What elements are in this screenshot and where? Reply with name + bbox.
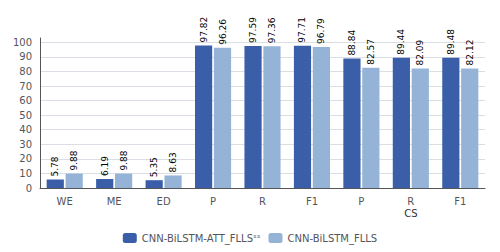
svg-text:82.57: 82.57: [366, 39, 376, 65]
svg-text:80: 80: [19, 66, 32, 77]
svg-text:60: 60: [19, 95, 32, 106]
svg-text:CS: CS: [404, 208, 417, 219]
svg-text:30: 30: [19, 139, 32, 150]
svg-text:82.12: 82.12: [465, 40, 475, 66]
svg-text:82.09: 82.09: [415, 39, 425, 65]
svg-text:40: 40: [19, 124, 32, 135]
svg-text:0: 0: [26, 183, 32, 194]
svg-text:WE: WE: [57, 196, 73, 207]
svg-text:P: P: [210, 196, 216, 207]
svg-text:89.44: 89.44: [396, 29, 406, 55]
svg-text:P: P: [358, 196, 364, 207]
svg-text:10: 10: [19, 168, 32, 179]
svg-text:96.79: 96.79: [316, 18, 326, 44]
svg-text:ME: ME: [107, 196, 122, 207]
svg-text:8.63: 8.63: [168, 152, 178, 172]
svg-text:CNN-BiLSTM-ATT_FLLSˢˢ: CNN-BiLSTM-ATT_FLLSˢˢ: [142, 233, 261, 245]
svg-text:50: 50: [19, 110, 32, 121]
svg-text:5.78: 5.78: [50, 156, 60, 176]
svg-text:97.71: 97.71: [297, 17, 307, 43]
svg-text:ED: ED: [157, 196, 171, 207]
svg-text:9.88: 9.88: [69, 150, 79, 170]
svg-text:97.36: 97.36: [267, 17, 277, 43]
svg-text:9.88: 9.88: [119, 150, 129, 170]
svg-text:6.19: 6.19: [100, 156, 110, 176]
svg-text:100: 100: [13, 37, 32, 48]
svg-text:88.84: 88.84: [347, 30, 357, 56]
svg-text:97.82: 97.82: [199, 17, 209, 43]
svg-text:97.59: 97.59: [248, 17, 258, 43]
svg-text:20: 20: [19, 153, 32, 164]
svg-text:96.26: 96.26: [218, 19, 228, 45]
svg-text:90: 90: [19, 51, 32, 62]
svg-text:F1: F1: [454, 196, 466, 207]
svg-text:R: R: [407, 196, 414, 207]
svg-text:89.48: 89.48: [446, 29, 456, 55]
svg-text:70: 70: [19, 81, 32, 92]
svg-text:R: R: [259, 196, 266, 207]
svg-text:F1: F1: [306, 196, 318, 207]
svg-text:5.35: 5.35: [149, 157, 159, 177]
svg-text:CNN-BiLSTM_FLLS: CNN-BiLSTM_FLLS: [287, 233, 377, 245]
